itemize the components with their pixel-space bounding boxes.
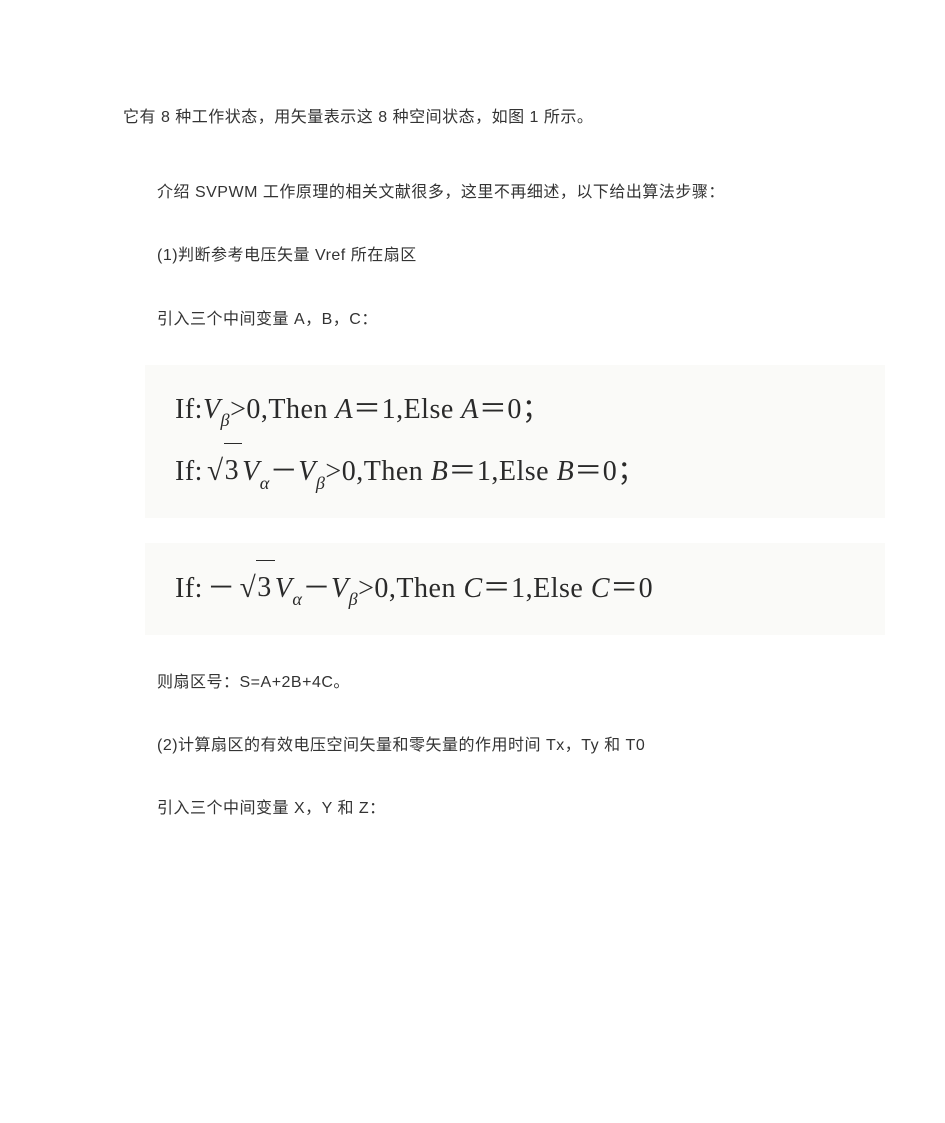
sub-beta: β bbox=[221, 410, 231, 430]
paragraph-svpwm-note: 介绍 SVPWM 工作原理的相关文献很多，这里不再细述，以下给出算法步骤： bbox=[125, 175, 885, 210]
val-1: 1 bbox=[382, 394, 397, 425]
var-b2: B bbox=[557, 456, 575, 487]
else-text: ,Else bbox=[396, 394, 461, 425]
var-b: B bbox=[431, 456, 449, 487]
sqrt-icon: √3 bbox=[236, 561, 275, 617]
formula-block-2: If:－√3Vα－Vβ>0,Then C＝1,Else C＝0 bbox=[145, 543, 885, 635]
eq2: ＝ bbox=[610, 573, 639, 604]
val-0b: 0 bbox=[507, 394, 522, 425]
eq: ＝ bbox=[483, 573, 512, 604]
sqrt-icon: √3 bbox=[203, 444, 242, 500]
document-page: 它有 8 种工作状态，用矢量表示这 8 种空间状态，如图 1 所示。 介绍 SV… bbox=[0, 0, 945, 914]
if-text: If: bbox=[175, 394, 203, 425]
if-text: If: bbox=[175, 573, 203, 604]
val-0: 0 bbox=[246, 394, 261, 425]
val-0b: 0 bbox=[603, 456, 618, 487]
minus: － bbox=[302, 573, 331, 604]
eq: ＝ bbox=[448, 456, 477, 487]
eq: ＝ bbox=[353, 394, 382, 425]
formula-line-a: If:Vβ>0,Then A＝1,Else A＝0； bbox=[175, 383, 875, 436]
op-gt: > bbox=[358, 573, 374, 604]
var-v: V bbox=[275, 573, 293, 604]
paragraph-sector-formula: 则扇区号：S=A+2B+4C。 bbox=[125, 665, 885, 700]
paragraph-introduce-xyz: 引入三个中间变量 X，Y 和 Z： bbox=[125, 791, 885, 826]
formula-line-b: If:√3Vα－Vβ>0,Then B＝1,Else B＝0； bbox=[175, 444, 875, 500]
formula-line-c: If:－√3Vα－Vβ>0,Then C＝1,Else C＝0 bbox=[175, 561, 875, 617]
var-v: V bbox=[203, 394, 221, 425]
var-v2: V bbox=[331, 573, 349, 604]
paragraph-intro: 它有 8 种工作状态，用矢量表示这 8 种空间状态，如图 1 所示。 bbox=[123, 100, 885, 135]
paragraph-introduce-abc: 引入三个中间变量 A，B，C： bbox=[125, 302, 885, 337]
paragraph-step-1: (1)判断参考电压矢量 Vref 所在扇区 bbox=[125, 238, 885, 273]
var-c: C bbox=[463, 573, 482, 604]
eq2: ＝ bbox=[479, 394, 508, 425]
minus: － bbox=[270, 456, 299, 487]
var-v: V bbox=[242, 456, 260, 487]
var-c2: C bbox=[591, 573, 610, 604]
if-text: If: bbox=[175, 456, 203, 487]
then-text: ,Then bbox=[389, 573, 464, 604]
then-text: ,Then bbox=[261, 394, 336, 425]
op-gt: > bbox=[230, 394, 246, 425]
sub-alpha: α bbox=[260, 473, 270, 493]
formula-block-1: If:Vβ>0,Then A＝1,Else A＝0； If:√3Vα－Vβ>0,… bbox=[145, 365, 885, 518]
val-1: 1 bbox=[477, 456, 492, 487]
var-a2: A bbox=[461, 394, 479, 425]
val-0: 0 bbox=[342, 456, 357, 487]
then-text: ,Then bbox=[356, 456, 431, 487]
sub-beta: β bbox=[349, 589, 359, 609]
neg: － bbox=[207, 573, 236, 604]
op-gt: > bbox=[325, 456, 341, 487]
paragraph-step-2: (2)计算扇区的有效电压空间矢量和零矢量的作用时间 Tx，Ty 和 T0 bbox=[125, 728, 885, 763]
val-1: 1 bbox=[511, 573, 526, 604]
val-0b: 0 bbox=[639, 573, 654, 604]
var-v2: V bbox=[298, 456, 316, 487]
semicolon: ； bbox=[522, 394, 551, 425]
else-text: ,Else bbox=[491, 456, 556, 487]
eq2: ＝ bbox=[574, 456, 603, 487]
semicolon: ； bbox=[617, 456, 646, 487]
sub-beta: β bbox=[316, 473, 326, 493]
else-text: ,Else bbox=[526, 573, 591, 604]
sqrt-radicand: 3 bbox=[256, 560, 275, 614]
var-a: A bbox=[335, 394, 353, 425]
sub-alpha: α bbox=[292, 589, 302, 609]
val-0: 0 bbox=[374, 573, 389, 604]
sqrt-radicand: 3 bbox=[224, 443, 243, 497]
